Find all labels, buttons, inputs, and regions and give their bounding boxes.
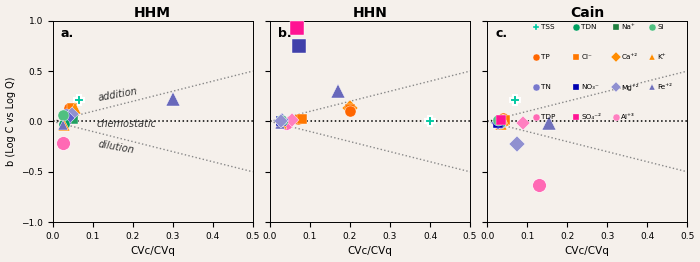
- Y-axis label: b (Log C vs Log Q): b (Log C vs Log Q): [6, 77, 15, 166]
- Text: Fe⁺²: Fe⁺²: [657, 84, 672, 90]
- Text: Ca⁺²: Ca⁺²: [621, 54, 638, 60]
- Text: Mg⁺²: Mg⁺²: [621, 84, 639, 91]
- X-axis label: CVc/CVq: CVc/CVq: [130, 247, 175, 256]
- Text: TSS: TSS: [541, 24, 555, 30]
- X-axis label: CVc/CVq: CVc/CVq: [565, 247, 610, 256]
- Text: addition: addition: [97, 86, 138, 103]
- Title: HHN: HHN: [353, 6, 387, 20]
- Text: b.: b.: [278, 27, 292, 40]
- Text: dilution: dilution: [97, 139, 134, 156]
- Text: K⁺: K⁺: [657, 54, 666, 60]
- Text: Si: Si: [657, 24, 664, 30]
- Text: TDP: TDP: [541, 114, 556, 121]
- X-axis label: CVc/CVq: CVc/CVq: [347, 247, 393, 256]
- Title: HHM: HHM: [134, 6, 172, 20]
- Text: a.: a.: [61, 27, 74, 40]
- Text: chemostatic: chemostatic: [97, 119, 157, 129]
- Text: TN: TN: [541, 84, 551, 90]
- Text: Cl⁻: Cl⁻: [581, 54, 592, 60]
- Text: Al⁺³: Al⁺³: [621, 114, 635, 121]
- Text: SO₄⁻²: SO₄⁻²: [581, 114, 601, 121]
- Text: NO₃⁻: NO₃⁻: [581, 84, 599, 90]
- Title: Cain: Cain: [570, 6, 604, 20]
- Text: TDN: TDN: [581, 24, 596, 30]
- Text: c.: c.: [495, 27, 508, 40]
- Text: Na⁺: Na⁺: [621, 24, 635, 30]
- Text: TP: TP: [541, 54, 550, 60]
